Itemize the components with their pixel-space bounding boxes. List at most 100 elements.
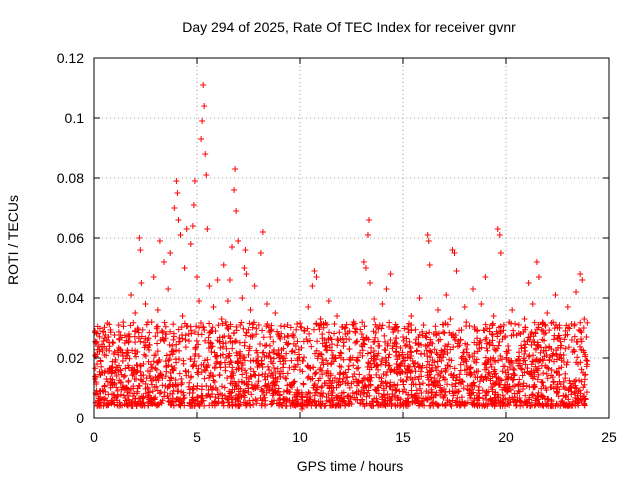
data-point xyxy=(245,352,252,358)
data-point xyxy=(235,238,242,244)
background-sample-point xyxy=(232,392,239,399)
background-sample-point xyxy=(317,321,324,328)
background-sample-point xyxy=(132,339,139,346)
background-sample-point xyxy=(304,325,311,332)
background-sample-point xyxy=(319,340,326,347)
background-sample-point xyxy=(580,325,587,332)
background-sample-point xyxy=(495,375,502,382)
background-sample-point xyxy=(413,348,420,355)
background-sample-point xyxy=(578,378,585,385)
background-sample-point xyxy=(377,382,384,389)
background-sample-point xyxy=(254,363,261,370)
background-sample-point xyxy=(203,393,210,400)
background-sample-point xyxy=(510,370,517,377)
background-sample-point xyxy=(500,327,507,334)
background-sample-point xyxy=(515,362,522,369)
background-sample-point xyxy=(451,365,458,372)
background-sample-point xyxy=(475,387,482,394)
background-sample-point xyxy=(404,351,411,358)
background-sample-point xyxy=(118,386,125,393)
background-sample-point xyxy=(426,371,433,378)
background-sample-point xyxy=(397,344,404,351)
background-sample-point xyxy=(449,381,456,388)
background-sample-point xyxy=(101,383,108,390)
background-sample-point xyxy=(524,365,531,372)
background-sample-point xyxy=(509,394,516,401)
background-sample-point xyxy=(137,338,144,345)
background-sample-point xyxy=(266,349,273,356)
background-sample-point xyxy=(426,402,433,409)
background-sample-point xyxy=(582,351,589,358)
background-sample-point xyxy=(261,401,268,408)
background-sample-point xyxy=(179,399,186,406)
background-sample-point xyxy=(260,334,267,341)
background-sample-point xyxy=(543,370,550,377)
background-sample-point xyxy=(423,334,430,341)
background-sample-point xyxy=(392,321,399,328)
background-sample-point xyxy=(566,325,573,332)
background-sample-point xyxy=(198,361,205,368)
background-sample-point xyxy=(109,339,116,346)
background-sample-point xyxy=(275,385,282,392)
background-sample-point xyxy=(116,399,123,406)
background-sample-point xyxy=(518,365,525,372)
background-sample-point xyxy=(394,356,401,363)
background-sample-point xyxy=(361,341,368,348)
background-sample-point xyxy=(535,343,542,350)
data-point xyxy=(474,328,481,334)
background-sample-point xyxy=(485,388,492,395)
background-sample-point xyxy=(501,381,508,388)
background-sample-point xyxy=(438,368,445,375)
background-sample-point xyxy=(400,337,407,344)
data-point xyxy=(387,271,394,277)
background-sample-point xyxy=(447,346,454,353)
background-sample-point xyxy=(146,341,153,348)
background-sample-point xyxy=(147,400,154,407)
background-sample-point xyxy=(497,397,504,404)
background-sample-point xyxy=(294,355,301,362)
background-sample-point xyxy=(338,397,345,404)
background-sample-point xyxy=(291,349,298,356)
background-sample-point xyxy=(545,400,552,407)
background-sample-point xyxy=(532,363,539,370)
background-sample-point xyxy=(360,340,367,347)
background-sample-point xyxy=(352,339,359,346)
background-sample-point xyxy=(470,380,477,387)
background-sample-point xyxy=(247,357,254,364)
data-point xyxy=(430,331,437,337)
background-sample-point xyxy=(178,324,185,331)
background-sample-point xyxy=(320,324,327,331)
background-sample-point xyxy=(209,343,216,350)
background-sample-point xyxy=(116,336,123,343)
background-sample-point xyxy=(281,323,288,330)
background-sample-point xyxy=(270,380,277,387)
background-sample-point xyxy=(574,354,581,361)
background-sample-point xyxy=(144,394,151,401)
background-sample-point xyxy=(415,376,422,383)
background-sample-point xyxy=(473,359,480,366)
background-sample-point xyxy=(92,338,99,345)
background-sample-point xyxy=(215,322,222,329)
background-sample-point xyxy=(190,385,197,392)
background-sample-point xyxy=(454,343,461,350)
background-sample-point xyxy=(262,376,269,383)
background-sample-point xyxy=(173,396,180,403)
background-sample-point xyxy=(135,400,142,407)
background-sample-point xyxy=(521,338,528,345)
data-point xyxy=(99,370,106,376)
background-sample-point xyxy=(356,371,363,378)
background-sample-point xyxy=(240,388,247,395)
background-sample-point xyxy=(445,341,452,348)
background-sample-point xyxy=(255,353,262,360)
data-point xyxy=(354,358,361,364)
y-axis-label: ROTI / TECUs xyxy=(5,195,21,285)
background-sample-point xyxy=(306,330,313,337)
background-sample-point xyxy=(417,368,424,375)
background-sample-point xyxy=(475,400,482,407)
background-sample-point xyxy=(535,389,542,396)
background-sample-point xyxy=(578,366,585,373)
background-sample-point xyxy=(263,342,270,349)
data-point xyxy=(189,223,196,229)
data-point xyxy=(404,370,411,376)
